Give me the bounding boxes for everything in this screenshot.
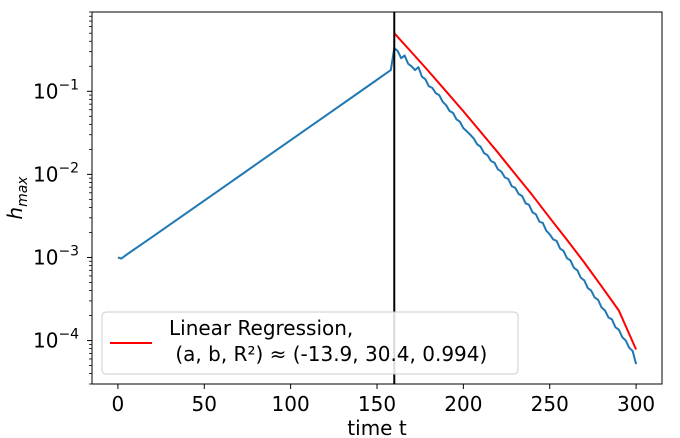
y-axis-label: hmax <box>3 176 31 220</box>
legend: Linear Regression, (a, b, R²) ≈ (-13.9, … <box>101 311 519 375</box>
x-axis: 0 50 100 150 200 250 300 <box>112 384 655 416</box>
y-axis-label-sub: max <box>15 176 31 207</box>
legend-box <box>101 311 519 375</box>
y-tick-label: 10−2 <box>33 160 79 186</box>
x-tick-label: 50 <box>192 392 217 416</box>
y-axis: 10−1 10−2 10−3 10−4 <box>33 11 92 385</box>
legend-label-line2: (a, b, R²) ≈ (-13.9, 30.4, 0.994) <box>169 342 487 366</box>
series-line-hmax <box>117 47 638 365</box>
y-axis-label-base: h <box>3 207 27 220</box>
x-tick-label: 100 <box>272 392 310 416</box>
y-tick-label: 10−1 <box>33 77 79 103</box>
y-tick-label: 10−4 <box>33 327 79 353</box>
x-tick-label: 200 <box>444 392 482 416</box>
x-axis-label: time t <box>347 416 407 438</box>
x-tick-label: 150 <box>358 392 396 416</box>
series-line-regression <box>393 32 638 350</box>
x-tick-label: 0 <box>112 392 125 416</box>
x-tick-label: 300 <box>617 392 655 416</box>
legend-label-line1: Linear Regression, <box>169 316 353 340</box>
x-tick-label: 250 <box>531 392 569 416</box>
y-tick-label: 10−3 <box>33 243 79 269</box>
